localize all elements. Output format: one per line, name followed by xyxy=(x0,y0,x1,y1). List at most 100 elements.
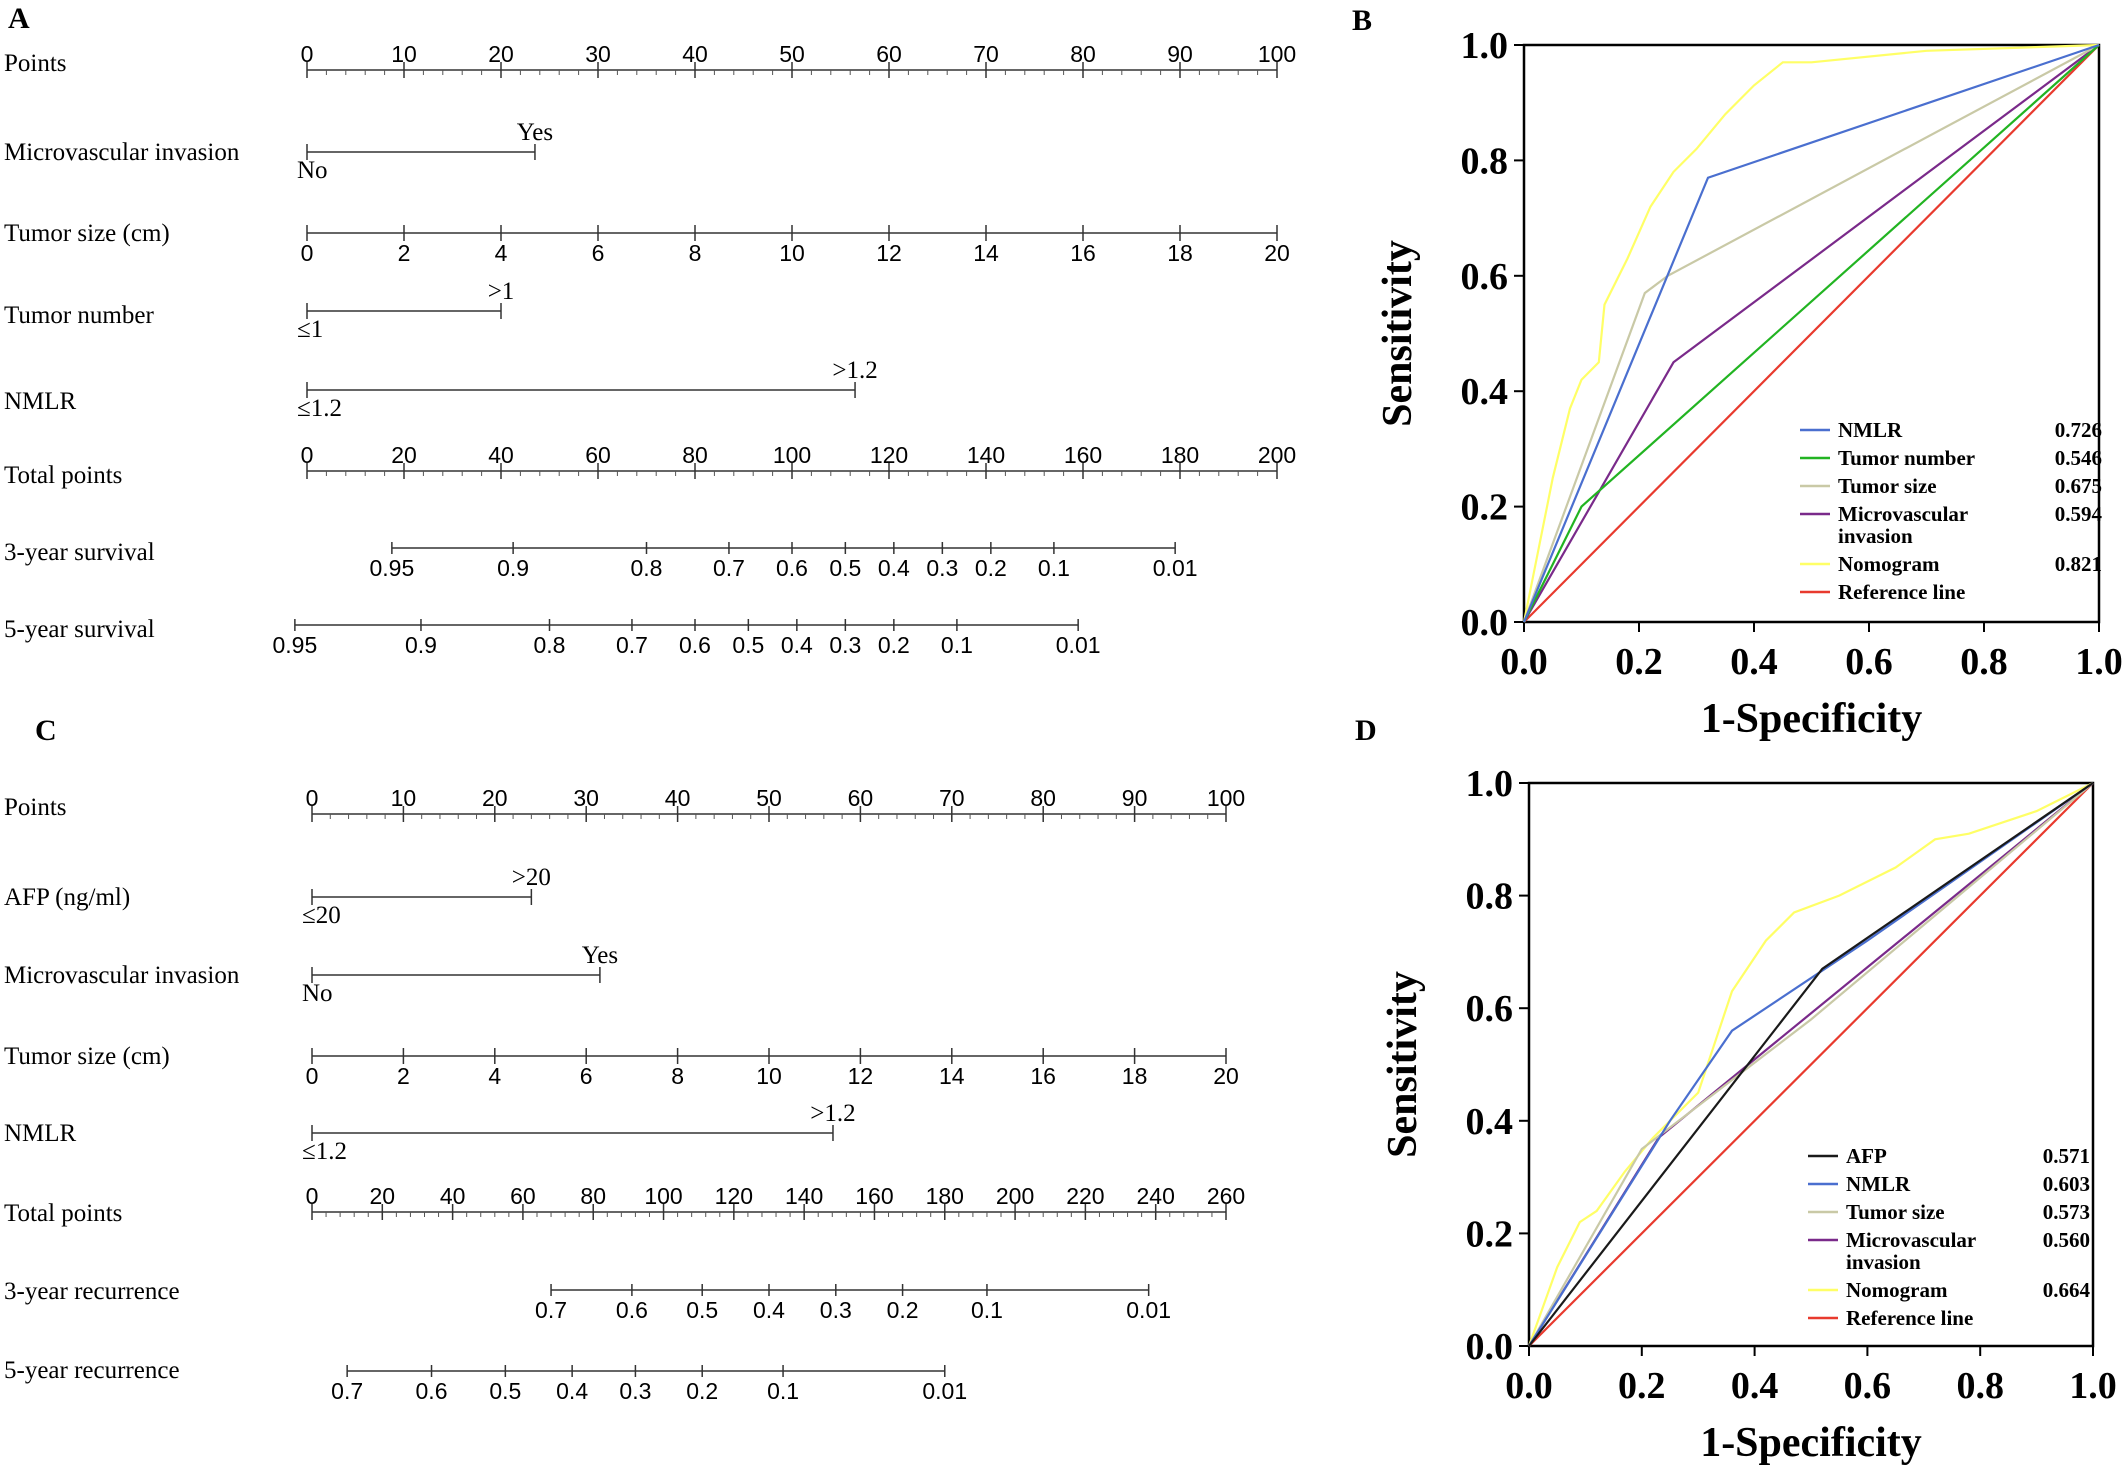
tick-label-total-points: 160 xyxy=(855,1183,893,1209)
row-label-tumor-number: Tumor number xyxy=(4,302,154,329)
tick-label-points: 80 xyxy=(1070,41,1096,67)
tick-label-points: 0 xyxy=(306,785,319,811)
tick-label-tumor-size-cm: 20 xyxy=(1264,240,1290,266)
cat-high-label-microvascular-invasion: Yes xyxy=(582,942,618,969)
y-tick-label: 0.2 xyxy=(1466,1213,1514,1255)
prob-tick-label-5-year-survival: 0.2 xyxy=(878,632,910,658)
tick-label-tumor-size-cm: 6 xyxy=(592,240,605,266)
x-tick-label: 0.0 xyxy=(1500,641,1548,683)
tick-label-points: 100 xyxy=(1258,41,1296,67)
cat-high-label-nmlr: >1.2 xyxy=(810,1100,855,1127)
legend-label-reference-line: Reference line xyxy=(1838,580,1965,604)
prob-tick-label-3-year-recurrence: 0.01 xyxy=(1126,1297,1171,1323)
tick-label-total-points: 220 xyxy=(1066,1183,1104,1209)
tick-label-points: 50 xyxy=(756,785,782,811)
tick-label-total-points: 40 xyxy=(440,1183,466,1209)
tick-label-tumor-size-cm: 12 xyxy=(876,240,902,266)
x-tick-label: 0.4 xyxy=(1731,1365,1779,1407)
legend-auc-nomogram: 0.821 xyxy=(2055,552,2102,576)
tick-label-tumor-size-cm: 10 xyxy=(779,240,805,266)
legend-label-afp: AFP xyxy=(1846,1144,1887,1168)
y-tick-label: 0.4 xyxy=(1461,371,1509,413)
roc-curve-nmlr xyxy=(1528,782,2094,1347)
tick-label-points: 0 xyxy=(301,41,314,67)
row-label-5-year-recurrence: 5-year recurrence xyxy=(4,1357,180,1384)
tick-label-total-points: 60 xyxy=(585,442,611,468)
prob-tick-label-3-year-recurrence: 0.6 xyxy=(616,1297,648,1323)
tick-label-tumor-size-cm: 14 xyxy=(973,240,999,266)
prob-tick-label-3-year-survival: 0.4 xyxy=(878,555,910,581)
prob-tick-label-5-year-survival: 0.95 xyxy=(272,632,317,658)
tick-label-points: 60 xyxy=(848,785,874,811)
tick-label-points: 20 xyxy=(482,785,508,811)
prob-tick-label-5-year-recurrence: 0.3 xyxy=(619,1378,651,1404)
y-tick-label: 0.8 xyxy=(1466,876,1514,918)
x-tick-label: 0.0 xyxy=(1505,1365,1553,1407)
tick-label-total-points: 200 xyxy=(996,1183,1034,1209)
y-tick-label: 1.0 xyxy=(1466,763,1514,805)
tick-label-total-points: 20 xyxy=(391,442,417,468)
row-label-microvascular-invasion: Microvascular invasion xyxy=(4,962,240,989)
x-tick-label: 0.4 xyxy=(1730,641,1778,683)
prob-tick-label-3-year-recurrence: 0.5 xyxy=(686,1297,718,1323)
tick-label-points: 30 xyxy=(585,41,611,67)
roc-curve-afp xyxy=(1528,782,2094,1347)
legend-label-microvascular-invasion: invasion xyxy=(1846,1250,1921,1274)
legend-label-nomogram: Nomogram xyxy=(1846,1278,1948,1302)
tick-label-total-points: 160 xyxy=(1064,442,1102,468)
legend-label-reference-line: Reference line xyxy=(1846,1306,1973,1330)
tick-label-total-points: 200 xyxy=(1258,442,1296,468)
row-label-nmlr: NMLR xyxy=(4,1120,77,1147)
tick-label-total-points: 100 xyxy=(773,442,811,468)
tick-label-total-points: 20 xyxy=(370,1183,396,1209)
y-tick-label: 0.6 xyxy=(1466,988,1514,1030)
tick-label-tumor-size-cm: 4 xyxy=(495,240,508,266)
legend-label-tumor-size: Tumor size xyxy=(1846,1200,1945,1224)
prob-tick-label-3-year-survival: 0.9 xyxy=(497,555,529,581)
row-label-3-year-survival: 3-year survival xyxy=(4,539,155,566)
x-tick-label: 0.2 xyxy=(1618,1365,1666,1407)
legend-label-microvascular-invasion: Microvascular xyxy=(1838,502,1968,526)
legend-auc-nmlr: 0.603 xyxy=(2043,1172,2090,1196)
roc-curve-nomogram xyxy=(1522,43,2100,623)
tick-label-total-points: 80 xyxy=(682,442,708,468)
row-label-nmlr: NMLR xyxy=(4,388,77,415)
prob-tick-label-5-year-recurrence: 0.4 xyxy=(556,1378,588,1404)
prob-tick-label-3-year-recurrence: 0.4 xyxy=(753,1297,785,1323)
prob-tick-label-3-year-survival: 0.01 xyxy=(1153,555,1198,581)
tick-label-points: 30 xyxy=(573,785,599,811)
panel-letter-c: C xyxy=(35,714,57,747)
y-tick-label: 0.0 xyxy=(1466,1326,1514,1368)
legend-label-nmlr: NMLR xyxy=(1846,1172,1911,1196)
tick-label-points: 60 xyxy=(876,41,902,67)
tick-label-tumor-size-cm: 10 xyxy=(756,1063,782,1089)
row-label-points: Points xyxy=(4,50,67,77)
row-label-afp-ng-ml: AFP (ng/ml) xyxy=(4,884,130,911)
tick-label-tumor-size-cm: 12 xyxy=(848,1063,874,1089)
roc-recurrence-panel: D 0.0 0.2 0.4 0.6 0.8 1.0 0.0 0.2 0.4 0.6 0.8 1.0 1-… xyxy=(1355,714,2117,1466)
prob-tick-label-3-year-recurrence: 0.1 xyxy=(971,1297,1003,1323)
legend-label-nmlr: NMLR xyxy=(1838,418,1903,442)
y-tick-label: 0.6 xyxy=(1461,256,1509,298)
tick-label-points: 100 xyxy=(1207,785,1245,811)
x-tick-label: 0.8 xyxy=(1956,1365,2004,1407)
prob-tick-label-5-year-survival: 0.01 xyxy=(1056,632,1101,658)
prob-tick-label-5-year-survival: 0.7 xyxy=(616,632,648,658)
prob-tick-label-3-year-survival: 0.95 xyxy=(369,555,414,581)
tick-label-total-points: 0 xyxy=(306,1183,319,1209)
prob-tick-label-3-year-survival: 0.8 xyxy=(631,555,663,581)
row-label-total-points: Total points xyxy=(4,462,122,489)
roc-survival-panel: B 0.0 0.2 0.4 0.6 0.8 1.0 0.0 0.2 0.4 0.6 0.8 1.0 1-… xyxy=(1352,4,2123,742)
tick-label-tumor-size-cm: 18 xyxy=(1122,1063,1148,1089)
tick-label-total-points: 120 xyxy=(870,442,908,468)
prob-tick-label-5-year-survival: 0.9 xyxy=(405,632,437,658)
panel-letter-b: B xyxy=(1352,4,1372,37)
legend-auc-nomogram: 0.664 xyxy=(2043,1278,2091,1302)
tick-label-tumor-size-cm: 16 xyxy=(1030,1063,1056,1089)
cat-high-label-microvascular-invasion: Yes xyxy=(517,119,553,146)
legend-auc-tumor-number: 0.546 xyxy=(2055,446,2102,470)
tick-label-points: 70 xyxy=(939,785,965,811)
tick-label-tumor-size-cm: 8 xyxy=(671,1063,684,1089)
y-tick-label: 0.0 xyxy=(1461,602,1509,644)
